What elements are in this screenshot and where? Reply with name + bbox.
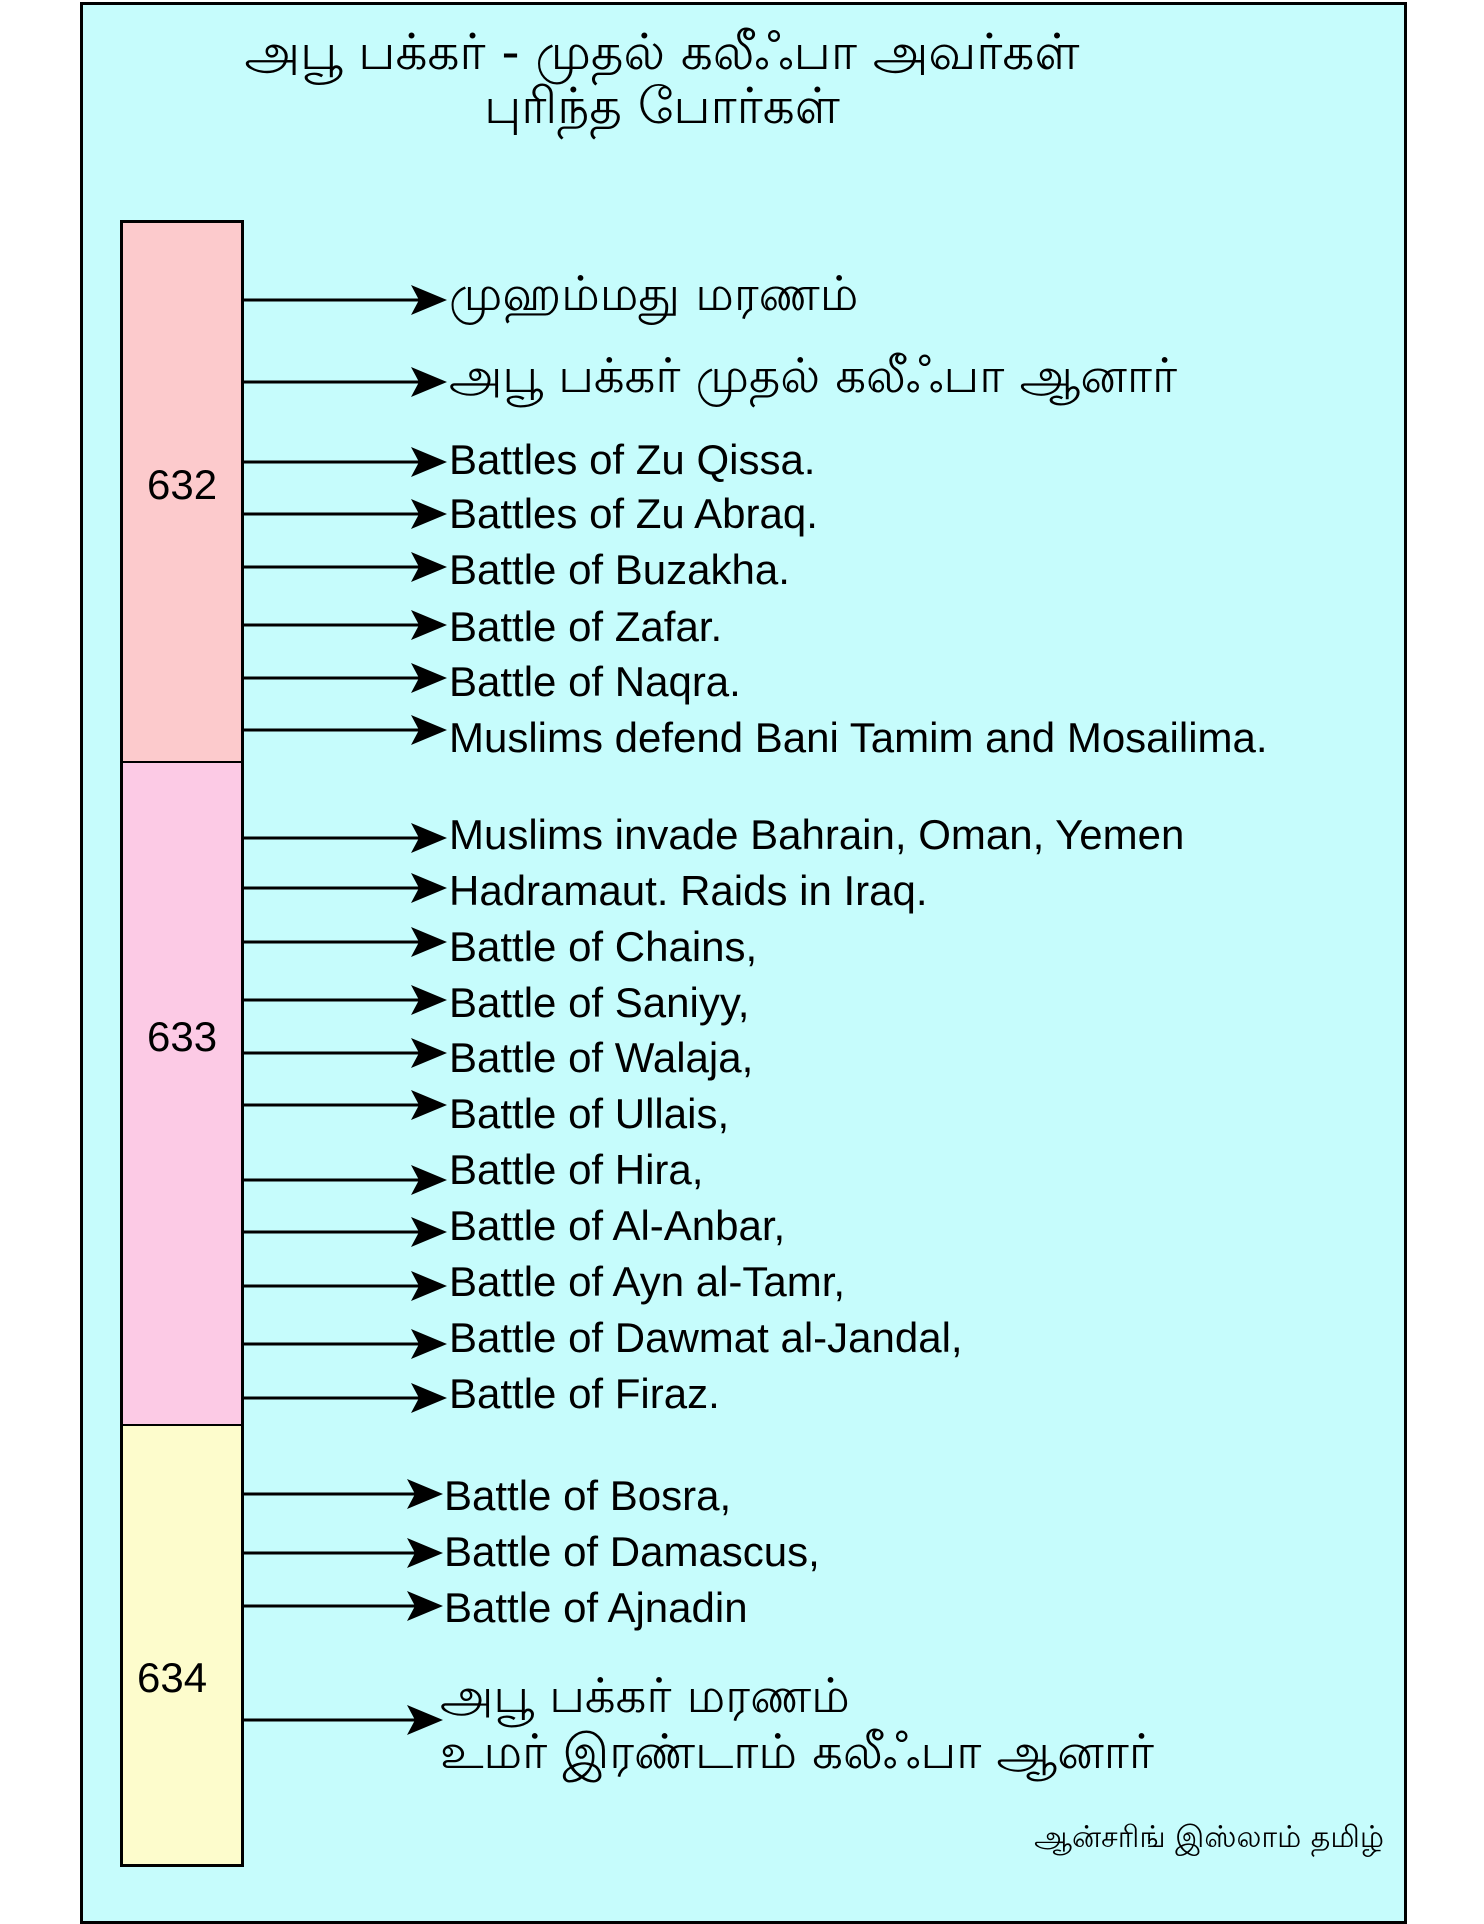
- event-line: Battle of Ullais,: [449, 1090, 730, 1137]
- event-634-1: Battle of Bosra,: [444, 1472, 731, 1520]
- event-line: Hadramaut. Raids in Iraq.: [449, 867, 928, 914]
- event-634-3: Battle of Ajnadin: [444, 1584, 748, 1632]
- event-633-7: Battle of Hira,: [449, 1146, 703, 1194]
- event-line: Battle of Saniyy,: [449, 979, 750, 1026]
- event-633-2: Hadramaut. Raids in Iraq.: [449, 867, 928, 915]
- event-634-4: அபூ பக்கர் மரணம் உமர் இரண்டாம் கலீஃபா ஆனா…: [440, 1668, 1154, 1780]
- event-line: Battle of Chains,: [449, 923, 758, 970]
- event-line: Battle of Bosra,: [444, 1472, 732, 1519]
- year-label-633: 633: [147, 1013, 218, 1060]
- event-line: Battle of Hira,: [449, 1146, 704, 1193]
- event-line: முஹம்மது மரணம்: [449, 266, 859, 322]
- event-line: Battle of Al-Anbar,: [449, 1202, 786, 1249]
- event-634-2: Battle of Damascus,: [444, 1528, 820, 1576]
- year-block-633: 633: [120, 761, 244, 1427]
- event-632-5: Battle of Buzakha.: [449, 546, 790, 594]
- title-line-1: அபூ பக்கர் - முதல் கலீஃபா அவர்கள்: [244, 23, 1080, 81]
- event-633-5: Battle of Walaja,: [449, 1034, 753, 1082]
- year-block-634: 634: [120, 1424, 244, 1867]
- event-632-1: முஹம்மது மரணம்: [449, 266, 858, 322]
- event-line: Battles of Zu Qissa.: [449, 436, 816, 483]
- event-line: Battle of Naqra.: [449, 658, 741, 705]
- event-line: அபூ பக்கர் மரணம்: [440, 1668, 850, 1724]
- year-label-634: 634: [137, 1654, 208, 1701]
- year-label-632: 632: [147, 461, 218, 508]
- event-633-8: Battle of Al-Anbar,: [449, 1202, 785, 1250]
- event-633-6: Battle of Ullais,: [449, 1090, 729, 1138]
- event-line: Muslims invade Bahrain, Oman, Yemen: [449, 811, 1185, 858]
- event-line: Battle of Ajnadin: [444, 1584, 748, 1631]
- event-632-4: Battles of Zu Abraq.: [449, 490, 818, 538]
- title-line-2: புரிந்த போர்கள்: [484, 77, 840, 135]
- event-line: Muslims defend Bani Tamim and Mosailima.: [449, 714, 1268, 761]
- event-line: Battle of Walaja,: [449, 1034, 754, 1081]
- event-633-9: Battle of Ayn al-Tamr,: [449, 1258, 845, 1306]
- event-line: Battles of Zu Abraq.: [449, 490, 818, 537]
- year-block-632: 632: [120, 220, 244, 765]
- event-633-10: Battle of Dawmat al-Jandal,: [449, 1314, 963, 1362]
- event-line: Battle of Ayn al-Tamr,: [449, 1258, 846, 1305]
- event-line: Battle of Firaz.: [449, 1370, 720, 1417]
- event-line: Battle of Buzakha.: [449, 546, 790, 593]
- event-line: Battle of Damascus,: [444, 1528, 820, 1575]
- event-632-2: அபூ பக்கர் முதல் கலீஃபா ஆனார்: [449, 348, 1177, 404]
- event-632-3: Battles of Zu Qissa.: [449, 436, 815, 484]
- event-633-3: Battle of Chains,: [449, 923, 757, 971]
- event-633-1: Muslims invade Bahrain, Oman, Yemen: [449, 811, 1184, 859]
- event-line: அபூ பக்கர் முதல் கலீஃபா ஆனார்: [449, 348, 1178, 404]
- event-633-4: Battle of Saniyy,: [449, 979, 749, 1027]
- event-line: உமர் இரண்டாம் கலீஃபா ஆனார்: [440, 1724, 1154, 1780]
- credit-text: ஆன்சரிங் இஸ்லாம் தமிழ்: [1034, 1820, 1384, 1855]
- event-632-6: Battle of Zafar.: [449, 603, 722, 651]
- event-632-7: Battle of Naqra.: [449, 658, 741, 706]
- diagram-panel: [80, 2, 1407, 1924]
- event-line: Battle of Dawmat al-Jandal,: [449, 1314, 963, 1361]
- event-633-11: Battle of Firaz.: [449, 1370, 720, 1418]
- event-line: Battle of Zafar.: [449, 603, 723, 650]
- event-632-8: Muslims defend Bani Tamim and Mosailima.: [449, 714, 1268, 762]
